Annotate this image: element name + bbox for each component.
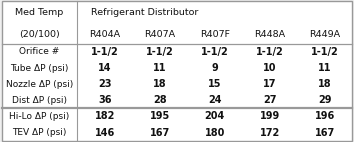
Text: 199: 199 xyxy=(259,111,280,121)
Text: R407F: R407F xyxy=(200,30,230,39)
Text: 1-1/2: 1-1/2 xyxy=(311,47,338,57)
Text: 1-1/2: 1-1/2 xyxy=(201,47,229,57)
Text: (20/100): (20/100) xyxy=(19,30,60,39)
Text: 167: 167 xyxy=(149,128,170,137)
Text: 10: 10 xyxy=(263,63,276,73)
Text: 204: 204 xyxy=(205,111,225,121)
Text: 18: 18 xyxy=(318,79,332,89)
Text: 15: 15 xyxy=(208,79,221,89)
Text: 196: 196 xyxy=(315,111,335,121)
Text: 36: 36 xyxy=(98,95,112,105)
Text: 11: 11 xyxy=(318,63,331,73)
Text: 23: 23 xyxy=(98,79,112,89)
Text: 1-1/2: 1-1/2 xyxy=(91,47,119,57)
Text: R449A: R449A xyxy=(309,30,340,39)
Text: 29: 29 xyxy=(318,95,331,105)
Text: 17: 17 xyxy=(263,79,276,89)
Text: 1-1/2: 1-1/2 xyxy=(256,47,284,57)
Text: Nozzle ΔP (psi): Nozzle ΔP (psi) xyxy=(6,80,73,89)
Text: 18: 18 xyxy=(153,79,166,89)
Text: 146: 146 xyxy=(95,128,115,137)
Text: R407A: R407A xyxy=(144,30,175,39)
Text: 27: 27 xyxy=(263,95,276,105)
Text: 9: 9 xyxy=(211,63,218,73)
Text: Refrigerant Distributor: Refrigerant Distributor xyxy=(91,8,198,17)
Text: 24: 24 xyxy=(208,95,221,105)
Text: 14: 14 xyxy=(98,63,112,73)
Text: TEV ΔP (psi): TEV ΔP (psi) xyxy=(12,128,67,137)
Text: 195: 195 xyxy=(149,111,170,121)
Text: 1-1/2: 1-1/2 xyxy=(146,47,173,57)
Text: Tube ΔP (psi): Tube ΔP (psi) xyxy=(10,63,69,73)
Text: 182: 182 xyxy=(95,111,115,121)
Text: 28: 28 xyxy=(153,95,166,105)
Text: 172: 172 xyxy=(259,128,280,137)
Text: Hi-Lo ΔP (psi): Hi-Lo ΔP (psi) xyxy=(9,112,70,121)
Text: R448A: R448A xyxy=(254,30,285,39)
Text: Dist ΔP (psi): Dist ΔP (psi) xyxy=(12,96,67,105)
Text: R404A: R404A xyxy=(89,30,120,39)
Text: Orifice #: Orifice # xyxy=(19,47,59,56)
Text: 11: 11 xyxy=(153,63,166,73)
Text: 167: 167 xyxy=(315,128,335,137)
Text: Med Temp: Med Temp xyxy=(15,8,64,17)
Text: 180: 180 xyxy=(205,128,225,137)
